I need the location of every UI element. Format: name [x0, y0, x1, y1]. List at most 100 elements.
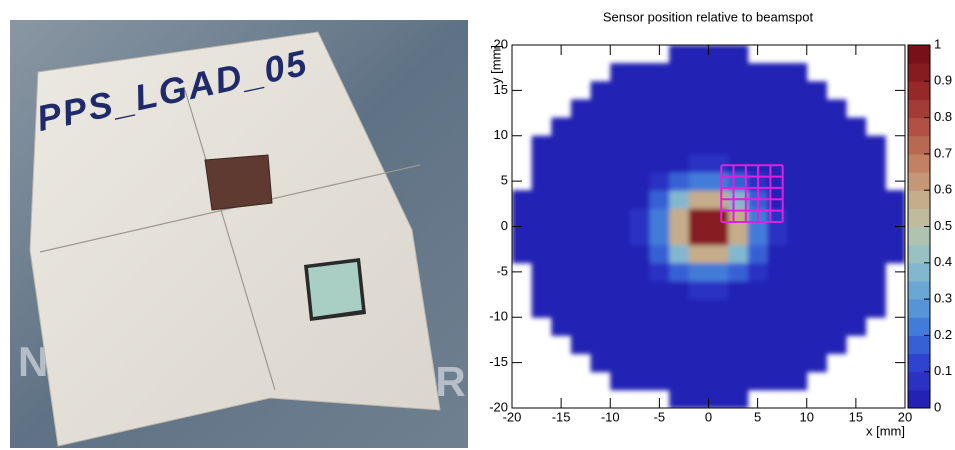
colorbar-tick-label: 0.6	[934, 182, 952, 197]
heat-cell	[590, 81, 611, 100]
y-axis-label: y [mm]	[488, 45, 503, 84]
heat-cell	[728, 45, 749, 64]
heat-cell	[865, 172, 886, 191]
heat-cell	[767, 353, 788, 373]
cut-line	[39, 164, 421, 253]
heat-cell	[747, 335, 768, 355]
heat-cell	[708, 244, 729, 264]
heat-cell	[669, 99, 690, 119]
heat-cell	[806, 244, 827, 264]
heat-cell	[846, 280, 867, 300]
heat-cell	[885, 244, 905, 264]
heat-cell	[865, 280, 886, 300]
heat-cell	[590, 153, 611, 173]
colorbar-band	[908, 190, 930, 209]
y-tick-label: 15	[494, 82, 508, 97]
heat-cell	[846, 135, 867, 155]
heat-cell	[688, 262, 709, 282]
heat-cell	[767, 226, 788, 246]
heat-cell	[688, 226, 709, 246]
heat-cell	[767, 371, 788, 391]
heat-cell	[610, 280, 631, 300]
heat-cell	[590, 208, 611, 227]
heat-cell	[669, 117, 690, 137]
colorbar-band	[908, 172, 930, 191]
heat-cell	[629, 208, 651, 227]
chart-title: Sensor position relative to beamspot	[603, 9, 814, 24]
x-tick-label: -20	[503, 409, 522, 424]
heat-cell	[590, 190, 611, 209]
x-axis-label: x [mm]	[866, 423, 905, 438]
heat-cell	[688, 389, 709, 408]
colorbar-tick-label: 0.7	[934, 145, 952, 160]
heat-cell	[688, 117, 709, 137]
heat-cell	[708, 153, 729, 173]
colorbar-band	[908, 45, 930, 64]
heat-cell	[590, 172, 611, 191]
heat-cell	[551, 244, 572, 264]
heat-cell	[570, 172, 592, 191]
heat-cell	[531, 172, 552, 191]
heat-cell	[728, 135, 749, 155]
heat-cell	[865, 208, 886, 227]
heat-cell	[806, 81, 827, 100]
heat-cell	[669, 153, 690, 173]
y-tick-label: 10	[494, 127, 508, 142]
heat-cell	[787, 262, 808, 282]
heat-cell	[551, 317, 572, 336]
heat-cell	[590, 262, 611, 282]
heat-cell	[551, 117, 572, 137]
heat-cell	[806, 135, 827, 155]
heat-cell	[767, 99, 788, 119]
heat-cell	[551, 153, 572, 173]
heat-cell	[629, 299, 651, 318]
heat-cell	[846, 262, 867, 282]
heat-cell	[531, 299, 552, 318]
heat-cell	[629, 153, 651, 173]
photo: NG ICS · PR PPS_LGAD_05	[10, 20, 468, 448]
heat-cell	[512, 244, 533, 264]
heat-cell	[629, 117, 651, 137]
heat-cell	[531, 226, 552, 246]
heat-cell	[787, 317, 808, 336]
heat-cell	[649, 117, 670, 137]
colorbar-band	[908, 317, 930, 336]
heat-cell	[787, 153, 808, 173]
heat-cell	[826, 208, 847, 227]
x-tick-label: 5	[754, 409, 761, 424]
heat-cell	[610, 244, 631, 264]
heat-cell	[747, 63, 768, 82]
heat-cell	[610, 226, 631, 246]
heat-cell	[669, 45, 690, 64]
heat-cell	[669, 244, 690, 264]
heat-cell	[551, 299, 572, 318]
y-tick-label: -10	[489, 309, 508, 324]
heat-cell	[787, 371, 808, 391]
heat-cell	[590, 280, 611, 300]
colorbar-band	[908, 81, 930, 100]
heat-cell	[747, 153, 768, 173]
heat-cell	[885, 190, 905, 209]
heat-cell	[767, 81, 788, 100]
heat-cell	[649, 335, 670, 355]
heat-cell	[570, 117, 592, 137]
heat-cell	[669, 371, 690, 391]
heat-cell	[688, 371, 709, 391]
heat-cell	[806, 299, 827, 318]
heat-cell	[767, 117, 788, 137]
heat-cell	[826, 135, 847, 155]
heat-cell	[629, 317, 651, 336]
colorbar-tick-label: 0.5	[934, 218, 952, 233]
heat-cell	[865, 226, 886, 246]
cut-line	[184, 89, 276, 391]
heat-cell	[570, 226, 592, 246]
heat-cell	[787, 244, 808, 264]
heat-cell	[826, 153, 847, 173]
heat-cell	[649, 63, 670, 82]
heat-cell	[570, 135, 592, 155]
heat-cell	[590, 353, 611, 373]
heat-cell	[649, 226, 670, 246]
heat-cell	[708, 99, 729, 119]
heat-cell	[747, 262, 768, 282]
